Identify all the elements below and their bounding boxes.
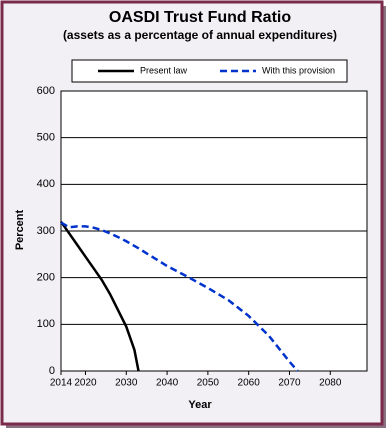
y-axis-label: Percent (14, 209, 26, 250)
x-tick-label: 2080 (319, 378, 342, 389)
series-line (59, 220, 140, 372)
x-tick-label: 2020 (74, 378, 97, 389)
x-axis-label: Year (188, 399, 212, 411)
legend-label: Present law (140, 65, 188, 75)
chart-subtitle: (assets as a percentage of annual expend… (63, 28, 337, 42)
y-tick-label: 200 (37, 272, 55, 284)
x-tick-label: 2030 (115, 378, 138, 389)
x-tick-label: 2050 (197, 378, 220, 389)
y-tick-label: 300 (37, 225, 55, 237)
y-tick-label: 400 (37, 178, 55, 190)
series-line (60, 221, 299, 372)
legend-label: With this provision (262, 65, 335, 75)
plot-border (60, 90, 368, 372)
x-tick-label: 2060 (238, 378, 261, 389)
y-tick-label: 100 (37, 318, 55, 330)
y-tick-label: 500 (37, 132, 55, 144)
x-tick-label: 2014 (50, 378, 73, 389)
legend-box (71, 59, 348, 83)
x-tick-label: 2040 (156, 378, 179, 389)
y-tick-label: 0 (49, 365, 55, 377)
chart-title: OASDI Trust Fund Ratio (109, 9, 291, 26)
y-tick-label: 600 (37, 85, 55, 97)
x-tick-label: 2070 (278, 378, 301, 389)
